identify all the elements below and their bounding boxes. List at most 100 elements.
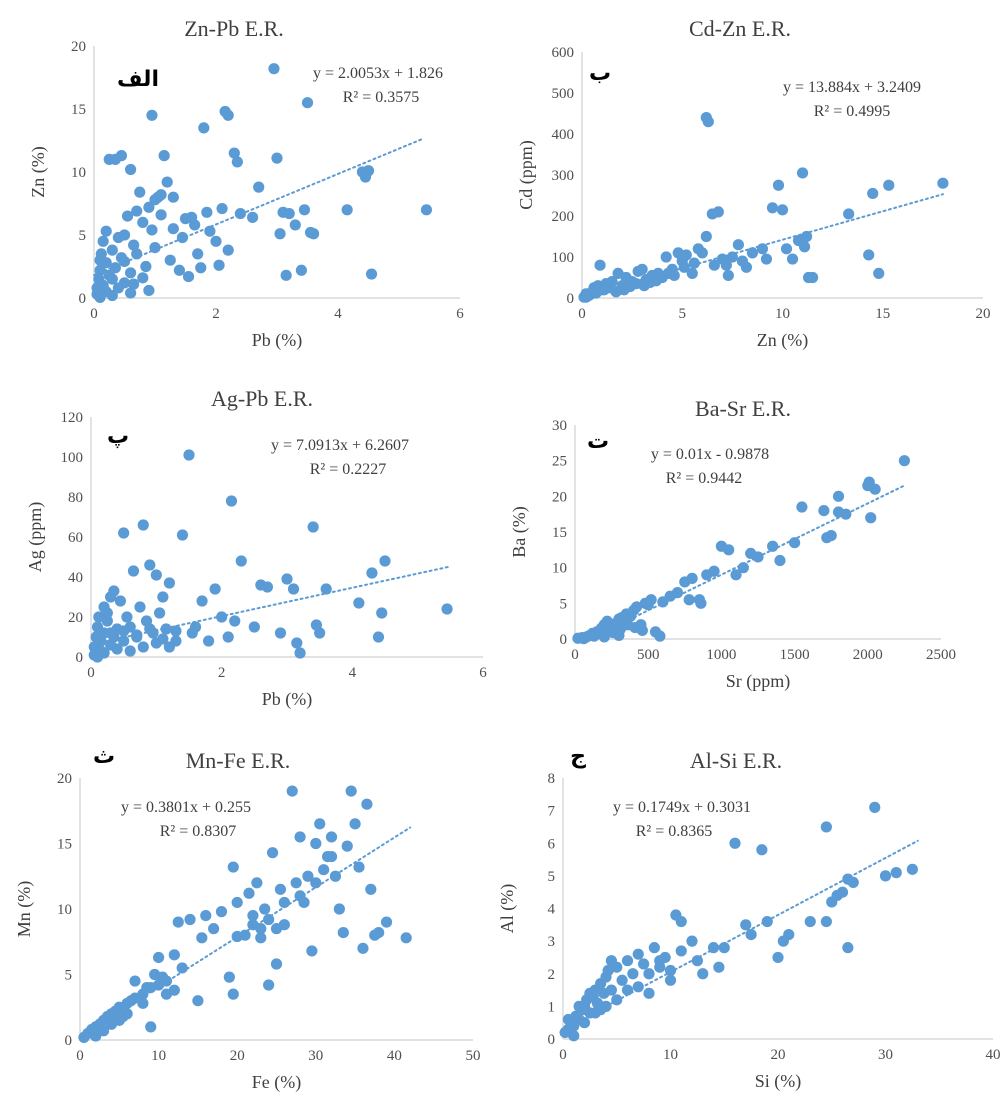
data-point (289, 219, 301, 231)
data-point (695, 597, 707, 609)
data-point (718, 942, 730, 954)
data-point (227, 861, 239, 873)
data-point (144, 559, 156, 571)
data-point (314, 818, 326, 830)
data-point (105, 627, 117, 639)
y-tick-label: 20 (57, 771, 72, 787)
panel-letter: ث (93, 744, 115, 769)
data-point (890, 867, 902, 879)
data-point (160, 975, 173, 987)
panel-mn-fe: 0 10 20 30 40 50 0 5 10 15 20 Mn-Fe E.R. Fe (%) Mn (%… (14, 744, 481, 1093)
data-point (732, 239, 744, 251)
data-point (195, 262, 207, 274)
data-point (772, 951, 784, 964)
data-point (290, 877, 302, 889)
data-point (93, 611, 105, 623)
data-point (283, 207, 295, 220)
data-point (113, 1014, 125, 1026)
data-point (222, 109, 234, 121)
chart-title: Al-Si E.R. (690, 748, 782, 773)
data-point (883, 179, 895, 191)
x-tick-label: 50 (466, 1048, 481, 1064)
data-point (203, 635, 215, 647)
data-point (106, 244, 118, 256)
data-point (168, 949, 180, 961)
x-tick-label: 2000 (853, 647, 883, 663)
data-point (261, 581, 273, 593)
data-point (420, 204, 433, 216)
data-point (865, 512, 877, 524)
data-point (95, 248, 107, 260)
data-point (106, 273, 118, 285)
x-axis-title: Fe (%) (252, 1072, 301, 1093)
data-point (605, 955, 617, 967)
data-point (124, 645, 136, 657)
data-point (97, 284, 109, 297)
chart-title: Ag-Pb E.R. (211, 386, 313, 411)
data-point (820, 821, 832, 833)
data-point (274, 627, 287, 639)
data-point (562, 1013, 574, 1026)
data-point (307, 521, 319, 533)
y-tick-label: 120 (61, 410, 84, 426)
y-tick-label: 500 (552, 86, 575, 102)
data-point (118, 527, 130, 539)
y-tick-label: 100 (61, 450, 84, 466)
data-point (686, 935, 698, 947)
data-point (100, 225, 112, 237)
trendline-equation: y = 13.884x + 3.2409 (783, 79, 921, 96)
data-point (108, 585, 120, 597)
data-point (98, 647, 110, 659)
data-point (654, 630, 666, 642)
data-point (357, 942, 369, 954)
data-point (183, 449, 195, 461)
data-point (253, 181, 265, 193)
data-point (836, 886, 849, 898)
data-point (234, 207, 246, 220)
y-tick-label: 80 (68, 490, 83, 506)
data-point (740, 919, 752, 931)
y-tick-label: 1 (548, 999, 556, 1015)
data-point (671, 587, 684, 599)
data-point (873, 267, 885, 279)
y-axis-title: Zn (%) (28, 146, 49, 197)
data-point (163, 577, 175, 589)
data-point (143, 201, 155, 213)
data-point (796, 501, 808, 513)
data-point (145, 1021, 157, 1033)
data-point (594, 259, 606, 271)
data-point (737, 562, 749, 574)
data-point (643, 968, 655, 980)
data-point (700, 230, 712, 243)
data-point (200, 909, 212, 922)
data-point (349, 818, 361, 830)
data-point (774, 554, 786, 567)
chart-title: Mn-Fe E.R. (186, 748, 291, 773)
y-axis-title: Ag (ppm) (25, 502, 46, 573)
x-tick-label: 1500 (780, 647, 810, 663)
panel-letter: ب (589, 61, 611, 86)
data-point (158, 150, 170, 162)
data-point (210, 235, 222, 247)
data-point (163, 641, 175, 653)
data-point (847, 876, 859, 889)
y-tick-label: 600 (552, 45, 575, 61)
data-point (101, 607, 113, 619)
data-point (131, 205, 143, 217)
data-point (613, 629, 625, 642)
chart-title: Zn-Pb E.R. (184, 16, 284, 41)
data-point (729, 837, 741, 849)
x-tick-label: 30 (878, 1047, 893, 1063)
trendline-equation: y = 0.1749x + 0.3031 (613, 799, 751, 816)
data-point (906, 863, 918, 875)
data-point (167, 191, 179, 203)
x-tick-label: 40 (986, 1047, 1001, 1063)
data-point (118, 625, 130, 637)
x-tick-label: 10 (663, 1047, 678, 1063)
data-point (832, 490, 845, 502)
x-tick-label: 10 (151, 1048, 166, 1064)
data-point (182, 270, 195, 283)
data-point (602, 964, 614, 977)
data-point (118, 229, 131, 241)
